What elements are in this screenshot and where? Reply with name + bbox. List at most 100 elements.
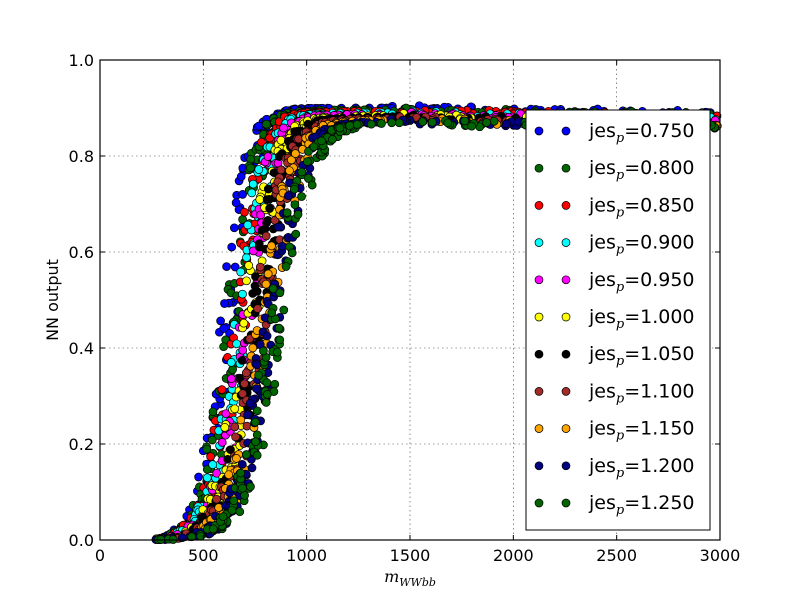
data-point [254,239,264,249]
data-point [202,473,212,483]
data-point [482,118,491,127]
data-point [254,121,264,131]
legend-sub: p [616,429,625,444]
data-point [228,365,237,374]
data-point [267,308,277,318]
data-point [309,142,319,152]
data-point [229,496,239,506]
legend-value: =0.900 [624,232,694,254]
legend-marker [534,275,544,285]
legend-entry: jesp=0.850 [588,194,695,220]
data-point [217,438,227,447]
y-tick-label: 0.0 [69,531,94,550]
legend-base: jes [588,380,616,402]
data-point [262,218,271,228]
data-point [238,389,248,399]
legend-base: jes [588,418,616,440]
data-point [443,118,453,128]
legend-entry: jesp=1.000 [588,306,695,332]
data-point [261,398,271,407]
data-point [207,435,217,445]
data-point [220,299,229,308]
data-point [244,261,254,270]
x-tick-label: 2000 [493,546,534,565]
legend-sub: p [616,205,625,220]
x-tick-label: 0 [95,546,105,565]
legend-marker [534,312,544,322]
data-point [194,472,203,482]
data-point [219,324,229,333]
legend-value: =1.050 [624,343,694,365]
legend-marker [534,201,544,210]
data-point [265,204,274,213]
data-point [240,379,249,389]
data-point [217,385,227,394]
data-point [238,483,247,493]
data-point [291,149,300,158]
legend-marker [534,498,544,508]
data-point [230,404,240,414]
legend-marker [561,126,571,136]
legend-entry: jesp=1.100 [588,380,695,406]
data-point [231,198,241,208]
data-point [303,173,313,183]
legend-marker [561,424,571,433]
legend-marker [561,461,571,471]
data-point [282,208,292,217]
legend-base: jes [588,157,616,179]
data-point [255,195,265,204]
legend-marker [534,461,544,471]
data-point [230,422,240,432]
data-point [345,121,355,130]
data-point [489,116,499,126]
legend-value: =0.850 [624,194,694,216]
data-point [274,323,284,333]
data-point [219,342,228,352]
legend-base: jes [588,455,616,477]
legend-entry: jesp=0.800 [588,157,695,183]
data-point [231,432,240,442]
legend-marker [534,387,544,396]
data-point [254,370,264,380]
data-point [245,334,255,344]
data-point [202,444,212,454]
legend-marker [534,424,544,433]
x-axis-label-main: m [384,567,399,586]
legend-value: =1.150 [624,418,694,440]
data-point [297,192,306,201]
legend-marker [561,275,571,285]
data-point [277,241,287,251]
legend-sub: p [616,391,625,406]
data-point [262,331,272,341]
data-point [243,220,253,230]
data-point [279,305,289,315]
legend-marker [561,312,571,322]
y-axis-label: NN output [43,259,62,341]
data-point [328,135,337,144]
data-point [252,450,262,460]
data-point [227,242,237,252]
data-point [252,406,262,416]
legend-sub: p [616,131,625,146]
data-point [427,117,437,127]
data-point [247,463,257,473]
data-point [206,452,215,461]
y-tick-label: 0.8 [69,147,94,166]
data-point [242,450,251,459]
legend-entry: jesp=1.050 [588,343,695,369]
data-point [240,207,249,217]
data-point [236,172,246,181]
data-point [238,289,247,299]
legend-box [525,109,711,531]
data-point [272,347,282,357]
data-point [270,379,280,389]
data-point [214,503,224,512]
legend-marker [561,201,571,210]
legend-marker [561,238,571,247]
legend-value: =0.950 [624,269,694,291]
data-point [208,460,218,470]
data-point [352,120,362,129]
data-point [275,288,285,298]
data-point [245,398,255,408]
data-point [263,269,273,279]
